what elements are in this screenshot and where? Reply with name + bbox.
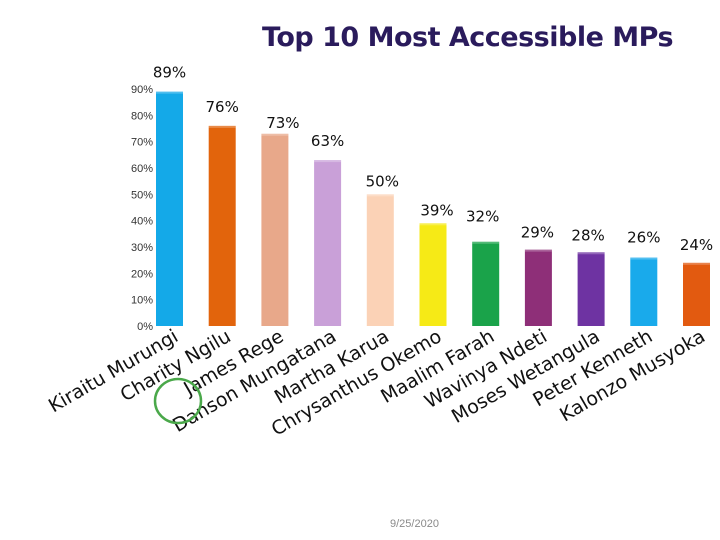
value-label: 32% [466, 208, 499, 226]
value-label: 26% [627, 229, 660, 247]
value-label: 24% [680, 236, 713, 254]
y-tick-label: 0% [137, 321, 153, 333]
value-labels: 89% 76% 73% 63% 50% 39% 32% 29% 28% 26% 24% [153, 64, 713, 254]
bar-highlight [366, 194, 394, 197]
bar-highlight [472, 241, 500, 244]
y-tick-label: 90% [131, 84, 153, 96]
chart-title: Top 10 Most Accessible MPs [262, 22, 674, 53]
highlight-circle [153, 377, 203, 425]
bar-highlight [208, 125, 236, 128]
y-tick-label: 20% [131, 268, 153, 280]
value-label: 50% [366, 172, 399, 190]
value-label: 39% [420, 201, 453, 219]
bar [208, 125, 236, 326]
footer-date: 9/25/2020 [390, 518, 439, 530]
bar-highlight [524, 249, 552, 252]
value-label: 76% [206, 98, 239, 116]
bar [472, 241, 500, 326]
bar-highlight [419, 223, 447, 226]
y-axis-ticks: 0% 10% 20% 30% 40% 50% 60% 70% 80% 90% [131, 84, 153, 333]
y-tick-label: 40% [131, 216, 153, 228]
y-tick-label: 30% [131, 242, 153, 254]
bar-highlight [261, 133, 289, 136]
y-tick-label: 80% [131, 110, 153, 122]
y-tick-label: 60% [131, 163, 153, 175]
bar-highlight [156, 91, 183, 94]
bar [524, 249, 552, 326]
bar-highlight [630, 257, 658, 260]
y-tick-label: 10% [131, 295, 153, 307]
bar [577, 252, 605, 326]
bar [261, 133, 289, 326]
bar [630, 257, 658, 326]
bar [156, 91, 183, 326]
y-tick-label: 50% [131, 189, 153, 201]
value-label: 89% [153, 64, 186, 82]
bar [366, 194, 394, 326]
bars [156, 91, 710, 326]
y-tick-label: 70% [131, 137, 153, 149]
bar [419, 223, 447, 326]
bar-highlight [683, 262, 710, 265]
bar-highlight [577, 252, 605, 255]
bar [683, 262, 710, 326]
value-label: 28% [571, 226, 604, 244]
annotation-layer [153, 377, 203, 425]
value-label: 29% [521, 224, 554, 242]
value-label: 63% [311, 132, 344, 150]
bar [314, 160, 342, 326]
value-label: 73% [266, 114, 299, 132]
bar-highlight [314, 160, 342, 163]
